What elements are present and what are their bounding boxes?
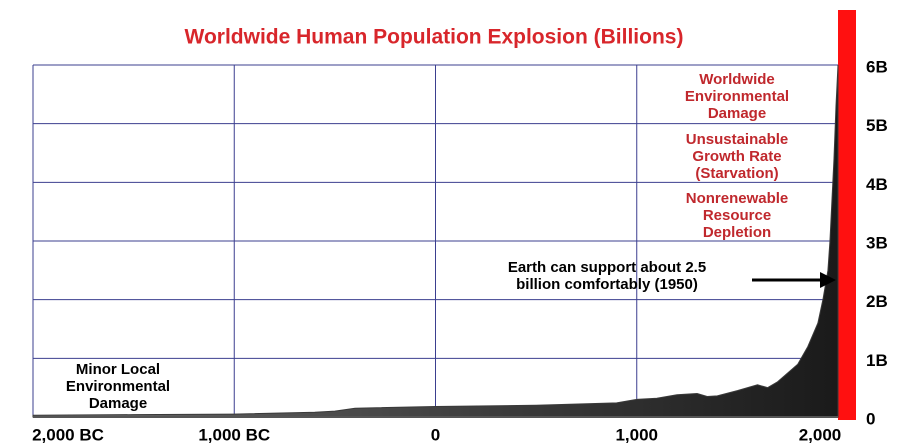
- y-tick-label: 0: [866, 409, 875, 428]
- annotation-line: Damage: [89, 395, 147, 412]
- y-tick-label: 5B: [866, 116, 888, 135]
- annotation-line: Environmental: [66, 378, 170, 395]
- x-tick-label: 0: [431, 425, 440, 444]
- annotation-line: billion comfortably (1950): [516, 276, 698, 293]
- annotation-line: Resource: [703, 207, 771, 224]
- chart-title: Worldwide Human Population Explosion (Bi…: [185, 26, 684, 49]
- annotation-line: Environmental: [685, 88, 789, 105]
- x-tick-label: 1,000: [615, 425, 658, 444]
- arrow-head: [820, 272, 836, 288]
- x-tick-label: 2,000: [799, 425, 842, 444]
- y-tick-label: 3B: [866, 233, 888, 252]
- y-tick-label: 2B: [866, 292, 888, 311]
- area: [32, 64, 839, 418]
- annotation-line: Growth Rate: [692, 148, 781, 165]
- red-bar: [838, 10, 856, 420]
- annotation-line: Unsustainable: [686, 131, 789, 148]
- annotation-line: Nonrenewable: [686, 190, 789, 207]
- annotation: Unsustainable Growth Rate (Starvation): [686, 131, 789, 182]
- annotation: Worldwide Environmental Damage: [685, 71, 789, 122]
- annotation-line: Earth can support about 2.5: [508, 259, 706, 276]
- x-tick-label: 2,000 BC: [32, 425, 104, 444]
- y-tick-label: 1B: [866, 351, 888, 370]
- annotation-line: Worldwide: [699, 71, 775, 88]
- annotation-line: Depletion: [703, 224, 771, 241]
- annotation-line: (Starvation): [695, 165, 778, 182]
- annotation-line: Damage: [708, 105, 766, 122]
- x-tick-label: 1,000 BC: [198, 425, 270, 444]
- annotation-line: Minor Local: [76, 361, 160, 378]
- y-tick-label: 6B: [866, 57, 888, 76]
- annotation: Minor Local Environmental Damage: [66, 361, 170, 412]
- y-tick-label: 4B: [866, 175, 888, 194]
- annotation: Earth can support about 2.5 billion comfo…: [508, 259, 706, 293]
- annotation: Nonrenewable Resource Depletion: [686, 190, 789, 241]
